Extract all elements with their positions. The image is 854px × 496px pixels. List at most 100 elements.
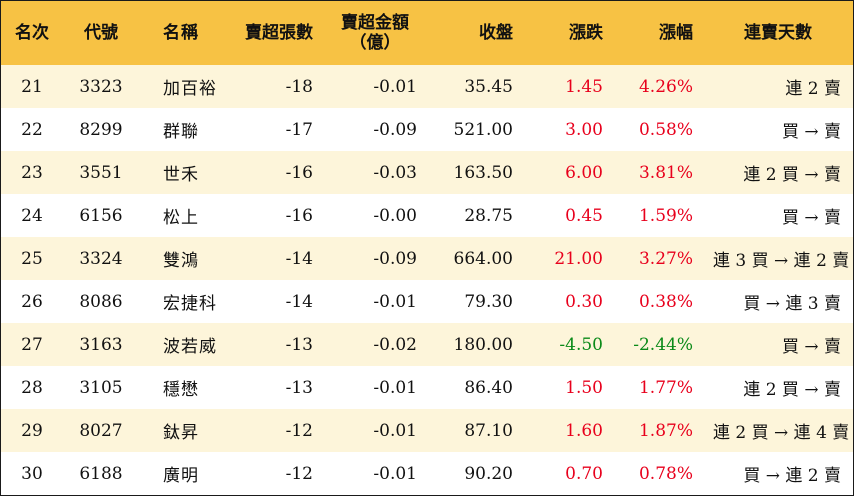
cell-change-pct: 1.59% xyxy=(638,205,693,226)
cell-name: 穩懋 xyxy=(163,380,199,400)
cell-rank: 23 xyxy=(21,162,43,183)
cell-sell-amount: -0.09 xyxy=(373,248,417,269)
cell-streak: 買 → 賣 xyxy=(781,122,841,142)
cell-change: 6.00 xyxy=(565,162,603,183)
cell-sell-amount: -0.09 xyxy=(373,119,417,140)
table-row: 26 8086 宏捷科 -14 -0.01 79.30 0.30 0.38% 買… xyxy=(1,280,853,323)
cell-change-pct: 0.38% xyxy=(638,291,693,312)
cell-rank: 29 xyxy=(21,420,43,441)
cell-change: 1.45 xyxy=(565,76,603,97)
header-name: 名稱 xyxy=(163,23,199,43)
cell-streak: 連 3 買 → 連 2 賣 xyxy=(713,251,850,271)
cell-sell-lots: -12 xyxy=(285,420,313,441)
cell-name: 廣明 xyxy=(163,466,199,486)
cell-code: 3551 xyxy=(79,162,123,183)
cell-code: 3323 xyxy=(79,76,123,97)
cell-change: 0.45 xyxy=(565,205,603,226)
cell-rank: 28 xyxy=(21,377,43,398)
cell-sell-lots: -13 xyxy=(285,334,313,355)
cell-name: 波若威 xyxy=(163,337,217,357)
cell-sell-lots: -16 xyxy=(285,205,313,226)
cell-streak: 連 2 買 → 賣 xyxy=(743,165,841,185)
cell-sell-amount: -0.01 xyxy=(373,377,417,398)
cell-code: 6156 xyxy=(79,205,123,226)
header-sell-amount-line1: 賣超金額 xyxy=(341,13,409,33)
cell-streak: 連 2 賣 xyxy=(785,79,841,99)
cell-change: 0.30 xyxy=(565,291,603,312)
cell-rank: 21 xyxy=(21,76,43,97)
cell-sell-amount: -0.01 xyxy=(373,420,417,441)
cell-close: 90.20 xyxy=(464,463,513,484)
cell-streak: 買 → 賣 xyxy=(781,208,841,228)
cell-change-pct: 0.58% xyxy=(638,119,693,140)
cell-close: 87.10 xyxy=(464,420,513,441)
cell-close: 521.00 xyxy=(453,119,513,140)
cell-streak: 連 2 買 → 連 4 賣 xyxy=(713,423,850,443)
cell-rank: 22 xyxy=(21,119,43,140)
table-header-row: 名次 代號 名稱 賣超張數 賣超金額 （億） 收盤 漲跌 漲幅 連賣天數 xyxy=(1,1,853,65)
cell-sell-amount: -0.03 xyxy=(373,162,417,183)
cell-rank: 26 xyxy=(21,291,43,312)
header-code: 代號 xyxy=(84,23,118,43)
header-close: 收盤 xyxy=(479,23,513,43)
cell-close: 180.00 xyxy=(453,334,513,355)
cell-streak: 買 → 連 3 賣 xyxy=(743,294,841,314)
cell-close: 664.00 xyxy=(453,248,513,269)
table-row: 24 6156 松上 -16 -0.00 28.75 0.45 1.59% 買 … xyxy=(1,194,853,237)
cell-close: 79.30 xyxy=(464,291,513,312)
header-sell-lots: 賣超張數 xyxy=(245,23,313,43)
cell-name: 世禾 xyxy=(163,165,199,185)
cell-sell-lots: -17 xyxy=(285,119,313,140)
cell-change-pct: 1.87% xyxy=(638,420,693,441)
cell-sell-lots: -13 xyxy=(285,377,313,398)
cell-streak: 買 → 賣 xyxy=(781,337,841,357)
cell-code: 3105 xyxy=(79,377,123,398)
cell-code: 8027 xyxy=(79,420,123,441)
table-row: 27 3163 波若威 -13 -0.02 180.00 -4.50 -2.44… xyxy=(1,323,853,366)
cell-rank: 27 xyxy=(21,334,43,355)
header-streak: 連賣天數 xyxy=(744,23,812,43)
cell-change: 21.00 xyxy=(554,248,603,269)
cell-change: 1.50 xyxy=(565,377,603,398)
cell-change: 1.60 xyxy=(565,420,603,441)
cell-change-pct: -2.44% xyxy=(633,334,693,355)
cell-rank: 24 xyxy=(21,205,43,226)
cell-streak: 買 → 連 2 賣 xyxy=(743,466,841,486)
table-row: 22 8299 群聯 -17 -0.09 521.00 3.00 0.58% 買… xyxy=(1,108,853,151)
cell-name: 雙鴻 xyxy=(163,251,199,271)
cell-code: 8299 xyxy=(79,119,123,140)
cell-change-pct: 3.81% xyxy=(638,162,693,183)
cell-name: 松上 xyxy=(163,208,199,228)
cell-close: 35.45 xyxy=(464,76,513,97)
cell-sell-lots: -16 xyxy=(285,162,313,183)
table-row: 29 8027 鈦昇 -12 -0.01 87.10 1.60 1.87% 連 … xyxy=(1,409,853,452)
cell-streak: 連 2 買 → 賣 xyxy=(743,380,841,400)
cell-sell-amount: -0.01 xyxy=(373,463,417,484)
cell-code: 8086 xyxy=(79,291,123,312)
header-change: 漲跌 xyxy=(569,23,603,43)
cell-sell-amount: -0.02 xyxy=(373,334,417,355)
cell-sell-lots: -12 xyxy=(285,463,313,484)
cell-sell-amount: -0.00 xyxy=(373,205,417,226)
header-sell-amount: 賣超金額 （億） xyxy=(323,1,427,65)
cell-close: 86.40 xyxy=(464,377,513,398)
header-sell-amount-line2: （億） xyxy=(349,33,401,53)
cell-sell-amount: -0.01 xyxy=(373,291,417,312)
cell-code: 6188 xyxy=(79,463,123,484)
cell-sell-lots: -18 xyxy=(285,76,313,97)
table-row: 28 3105 穩懋 -13 -0.01 86.40 1.50 1.77% 連 … xyxy=(1,366,853,409)
cell-close: 163.50 xyxy=(453,162,513,183)
table-row: 21 3323 加百裕 -18 -0.01 35.45 1.45 4.26% 連… xyxy=(1,65,853,108)
cell-rank: 25 xyxy=(21,248,43,269)
cell-close: 28.75 xyxy=(464,205,513,226)
table-body: 21 3323 加百裕 -18 -0.01 35.45 1.45 4.26% 連… xyxy=(1,65,853,495)
cell-change-pct: 1.77% xyxy=(638,377,693,398)
cell-name: 群聯 xyxy=(163,122,199,142)
table-row: 25 3324 雙鴻 -14 -0.09 664.00 21.00 3.27% … xyxy=(1,237,853,280)
cell-change-pct: 4.26% xyxy=(638,76,693,97)
table-row: 30 6188 廣明 -12 -0.01 90.20 0.70 0.78% 買 … xyxy=(1,452,853,495)
cell-sell-lots: -14 xyxy=(285,291,313,312)
table-row: 23 3551 世禾 -16 -0.03 163.50 6.00 3.81% 連… xyxy=(1,151,853,194)
